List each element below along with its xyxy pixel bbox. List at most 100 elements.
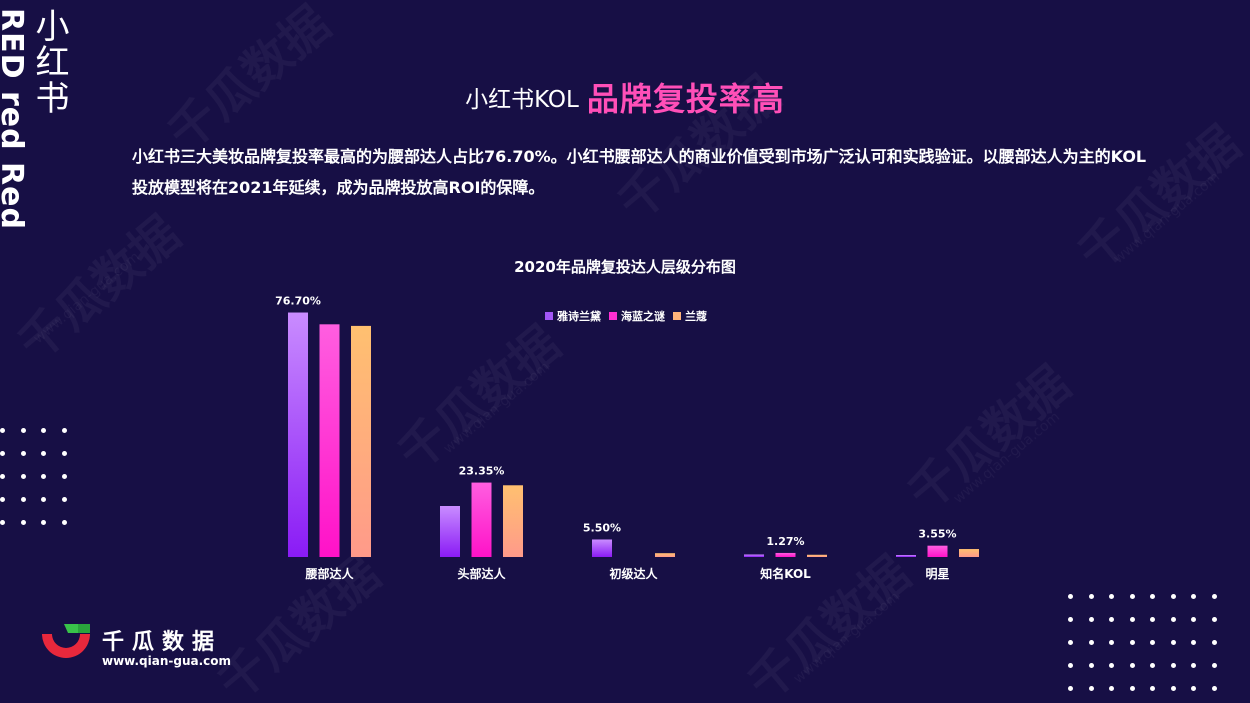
category-label-5: 明星 [925, 567, 949, 581]
decorative-dot [1211, 594, 1217, 599]
data-label-1: 76.70% [275, 295, 321, 308]
decorative-dot [1191, 617, 1196, 622]
decorative-dot [1129, 640, 1135, 645]
bar-3-3 [655, 553, 675, 557]
bar-2-5 [927, 545, 948, 557]
decorative-dot [41, 474, 46, 479]
side-tag: RED red Red 小红书 [0, 8, 204, 230]
decorative-dot [1068, 663, 1073, 668]
decorative-dot [1068, 640, 1073, 645]
bar-1-3 [592, 539, 612, 557]
description-paragraph: 小红书三大美妆品牌复投率最高的为腰部达人占比76.70%。小红书腰部达人的商业价… [132, 147, 1147, 197]
legend-item-series-1: 雅诗兰黛 [545, 308, 601, 324]
side-tag-chinese: 小红书 [29, 8, 69, 116]
decorative-dot [1170, 686, 1176, 691]
decorative-dot [1088, 663, 1094, 668]
decorative-dot [41, 451, 46, 456]
decorative-dot [61, 497, 67, 502]
decorative-dot [1211, 617, 1217, 622]
page-title-prefix: 小红书KOL [465, 87, 579, 113]
decorative-dot [1129, 686, 1135, 691]
decorative-dot [1170, 663, 1176, 668]
data-label-2: 23.35% [459, 465, 505, 478]
labels-layer: 76.70% 腰部达人 23.35% 头部达人 5.50% 初级达人 1.27% 知名KOL 3… [275, 295, 957, 581]
decorative-dot [1191, 663, 1196, 668]
chart-legend: 雅诗兰黛 海蓝之谜 兰蔻 [545, 308, 707, 324]
legend-label-series-2: 海蓝之谜 [621, 310, 665, 323]
decorative-dots-left [0, 428, 70, 528]
side-tag-english: RED red Red [0, 8, 29, 230]
category-label-3: 初级达人 [609, 566, 658, 581]
page-title-highlight: 品牌复投率高 [586, 80, 785, 118]
decorative-dot [1068, 594, 1073, 599]
decorative-dot [0, 474, 5, 479]
decorative-dot [1109, 594, 1114, 599]
decorative-dot [61, 520, 67, 525]
decorative-dot [1150, 594, 1155, 599]
decorative-dot [1088, 640, 1094, 645]
bars-layer [288, 312, 979, 557]
legend-swatch-series-1 [545, 312, 553, 320]
bar-1-1 [288, 312, 308, 557]
bar-2-4 [775, 552, 796, 557]
decorative-dot [1191, 686, 1196, 691]
decorative-dot [1088, 594, 1094, 599]
chart-title: 2020年品牌复投达人层级分布图 [514, 258, 736, 276]
decorative-dot [1150, 686, 1155, 691]
decorative-dot [1191, 594, 1196, 599]
legend-swatch-series-2 [609, 312, 617, 320]
bar-3-5 [959, 549, 979, 557]
bar-3-4 [807, 554, 827, 557]
bar-3-1 [351, 325, 371, 557]
category-label-1: 腰部达人 [304, 566, 354, 581]
decorative-dot [1129, 594, 1135, 599]
legend-label-series-1: 雅诗兰黛 [557, 310, 601, 323]
decorative-dot [0, 451, 5, 456]
decorative-dot [20, 428, 26, 433]
decorative-dot [61, 428, 67, 433]
bar-1-2 [440, 506, 460, 557]
legend-item-series-3: 兰蔻 [673, 308, 707, 324]
decorative-dot [20, 474, 26, 479]
legend-label-series-3: 兰蔻 [685, 310, 707, 323]
bar-2-2 [471, 482, 492, 557]
data-label-4: 1.27% [766, 535, 804, 548]
decorative-dot [0, 520, 5, 525]
logo-url: www.qian-gua.com [102, 654, 232, 668]
decorative-dot [1109, 686, 1114, 691]
decorative-dot [1150, 663, 1155, 668]
decorative-dot [61, 474, 67, 479]
decorative-dot [41, 520, 46, 525]
category-label-4: 知名KOL [759, 566, 811, 581]
bar-2-1 [319, 324, 340, 557]
decorative-dot [20, 520, 26, 525]
bar-1-4 [744, 554, 764, 557]
decorative-dot [1109, 663, 1114, 668]
decorative-dot [1068, 617, 1073, 622]
decorative-dot [20, 497, 26, 502]
decorative-dot [1068, 686, 1073, 691]
decorative-dot [1129, 617, 1135, 622]
category-label-2: 头部达人 [457, 566, 506, 581]
decorative-dot [1211, 640, 1217, 645]
decorative-dot [20, 451, 26, 456]
decorative-dot [1150, 640, 1155, 645]
decorative-dot [61, 451, 67, 456]
decorative-dot [41, 428, 46, 433]
logo-mark-icon [42, 624, 90, 658]
bar-1-5 [896, 555, 916, 557]
decorative-dot [1088, 617, 1094, 622]
bar-3-2 [503, 485, 523, 557]
decorative-dot [1109, 617, 1114, 622]
brand-logo: 千瓜数据 www.qian-gua.com [38, 620, 231, 668]
decorative-dot [1170, 640, 1176, 645]
page-title: 小红书KOL 品牌复投率高 [0, 74, 1250, 120]
decorative-dot [1191, 640, 1196, 645]
decorative-dot [1109, 640, 1114, 645]
decorative-dot [0, 497, 5, 502]
decorative-dot [41, 497, 46, 502]
decorative-dot [1129, 663, 1135, 668]
decorative-dot [0, 428, 5, 433]
decorative-dot [1211, 686, 1217, 691]
